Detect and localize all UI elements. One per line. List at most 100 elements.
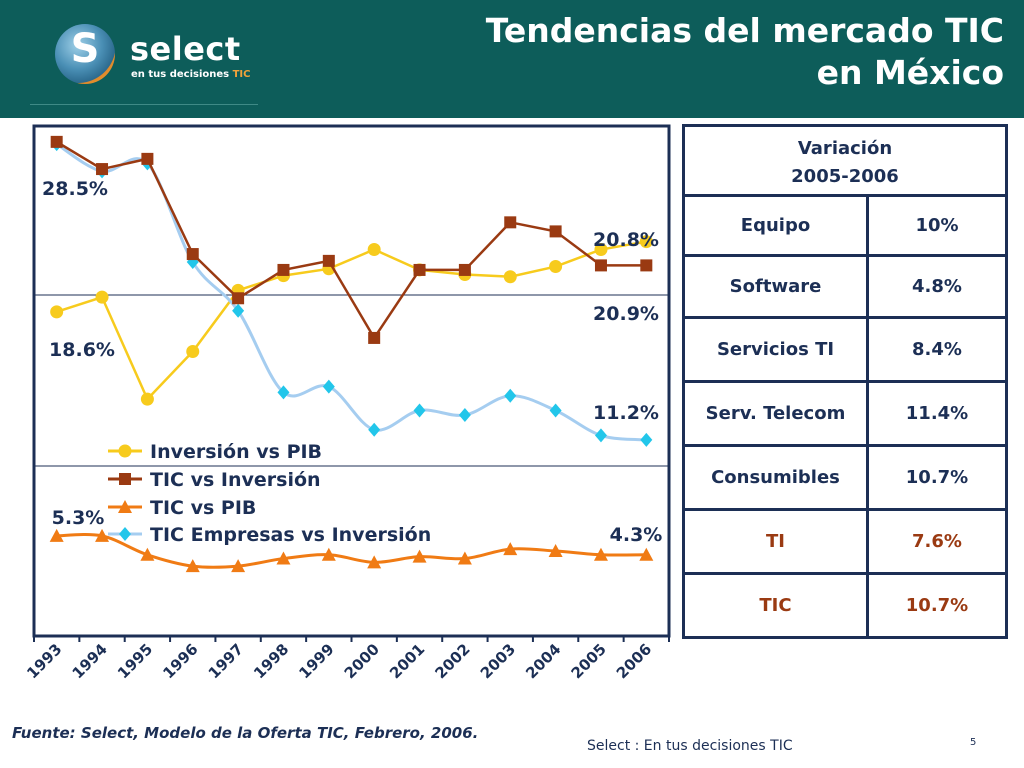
legend-label: TIC vs PIB	[150, 497, 256, 519]
data-point	[549, 225, 562, 238]
table-header: Variación 2005-2006	[685, 127, 1005, 197]
series-0	[50, 235, 653, 406]
data-point	[322, 254, 335, 267]
data-point	[277, 385, 290, 400]
data-point	[594, 259, 607, 272]
table-cell-label: TI	[685, 511, 869, 572]
data-point	[594, 243, 608, 257]
data-point	[95, 290, 109, 304]
data-label: 11.2%	[593, 402, 659, 424]
table-cell-value: 10.7%	[905, 467, 969, 488]
header-band: S select en tus decisiones TIC Tendencia…	[0, 0, 1024, 118]
data-point	[140, 392, 154, 406]
logo-letter: S	[70, 26, 100, 72]
legend-label: TIC Empresas vs Inversión	[150, 524, 431, 546]
data-point	[504, 388, 517, 403]
slide-title-line2: en México	[816, 53, 1004, 92]
table-cell-value: 11.4%	[905, 403, 969, 424]
table-header-line1: Variación	[797, 138, 893, 159]
table-cell-value: 10%	[915, 215, 959, 236]
data-point	[458, 408, 471, 422]
data-point	[458, 263, 471, 276]
data-point	[640, 259, 653, 272]
data-point	[118, 500, 132, 513]
data-point	[639, 547, 654, 561]
data-point	[457, 551, 472, 565]
data-point	[549, 260, 563, 274]
table-cell-label: Equipo	[685, 197, 869, 254]
data-point	[119, 473, 131, 485]
data-point	[186, 248, 199, 261]
slide-title-line1: Tendencias del mercado TIC	[485, 11, 1004, 50]
data-point	[412, 549, 427, 563]
data-point	[594, 428, 607, 443]
data-point	[367, 243, 381, 257]
table-row: TI 7.6%	[685, 511, 1005, 575]
table-cell-label: Consumibles	[685, 447, 869, 508]
data-point	[504, 216, 517, 229]
series-line	[56, 240, 647, 402]
data-label: 28.5%	[42, 178, 108, 200]
logo-tagline-tic: TIC	[232, 69, 251, 80]
table-row: Serv. Telecom 11.4%	[685, 383, 1005, 447]
legend-label: TIC vs Inversión	[150, 469, 321, 491]
data-point	[548, 544, 563, 557]
data-point	[185, 559, 200, 573]
data-point	[277, 263, 290, 276]
data-point	[549, 403, 562, 418]
series-2	[49, 528, 654, 573]
data-label: 20.8%	[593, 229, 659, 251]
data-point	[639, 235, 653, 249]
data-point	[119, 527, 131, 541]
logo-wordmark: select	[130, 30, 241, 68]
x-tick-label: 2004	[522, 640, 564, 682]
data-point	[503, 270, 517, 284]
slide-title: Tendencias del mercado TIC en México	[404, 10, 1004, 94]
x-tick-label: 1999	[295, 640, 337, 682]
series-1	[50, 135, 653, 344]
data-point	[141, 152, 154, 165]
data-point	[593, 547, 608, 561]
table-row: Software 4.8%	[685, 257, 1005, 319]
table-cell-value: 10.7%	[905, 595, 969, 616]
data-point	[231, 559, 246, 573]
x-tick-label: 2001	[386, 640, 428, 682]
table-cell-value: 8.4%	[912, 339, 962, 360]
table-cell-label: Software	[685, 257, 869, 316]
x-tick-label: 2002	[431, 640, 473, 682]
line-chart: 28.5% 18.6% 5.3% 20.8% 20.9% 11.2% 4.3% Invers…	[23, 124, 671, 682]
x-tick-label: 1995	[114, 640, 156, 682]
x-tick-label: 1997	[205, 640, 247, 682]
variation-table: Variación 2005-2006 Equipo 10% Software …	[682, 124, 1008, 639]
series-line	[56, 140, 647, 341]
x-tick-label: 2003	[477, 640, 519, 682]
x-tick-label: 2006	[613, 640, 655, 682]
data-point	[413, 263, 426, 276]
data-point	[413, 403, 426, 418]
logo-tagline: en tus decisiones TIC	[131, 69, 251, 80]
data-label: 20.9%	[593, 303, 659, 325]
data-point	[50, 305, 64, 319]
x-tick-label: 1998	[250, 640, 292, 682]
data-point	[321, 547, 336, 561]
table-header-line2: 2005-2006	[791, 166, 899, 187]
x-tick-label: 1993	[23, 640, 65, 682]
logo-tagline-text: en tus decisiones	[131, 69, 230, 80]
data-label: 18.6%	[49, 339, 115, 361]
table-row: Servicios TI 8.4%	[685, 319, 1005, 383]
select-logo-icon: S	[55, 24, 115, 84]
data-point	[50, 135, 63, 148]
data-point	[118, 444, 132, 458]
data-point	[276, 551, 291, 565]
data-point	[186, 345, 200, 359]
table-row: TIC 10.7%	[685, 575, 1005, 636]
data-point	[232, 303, 245, 318]
table-cell-label: Servicios TI	[685, 319, 869, 380]
data-point	[640, 432, 653, 447]
table-cell-label: TIC	[685, 575, 869, 636]
table-cell-label: Serv. Telecom	[685, 383, 869, 444]
data-point	[140, 547, 155, 561]
table-row: Consumibles 10.7%	[685, 447, 1005, 511]
table-cell-value: 7.6%	[912, 531, 962, 552]
data-point	[322, 379, 335, 394]
